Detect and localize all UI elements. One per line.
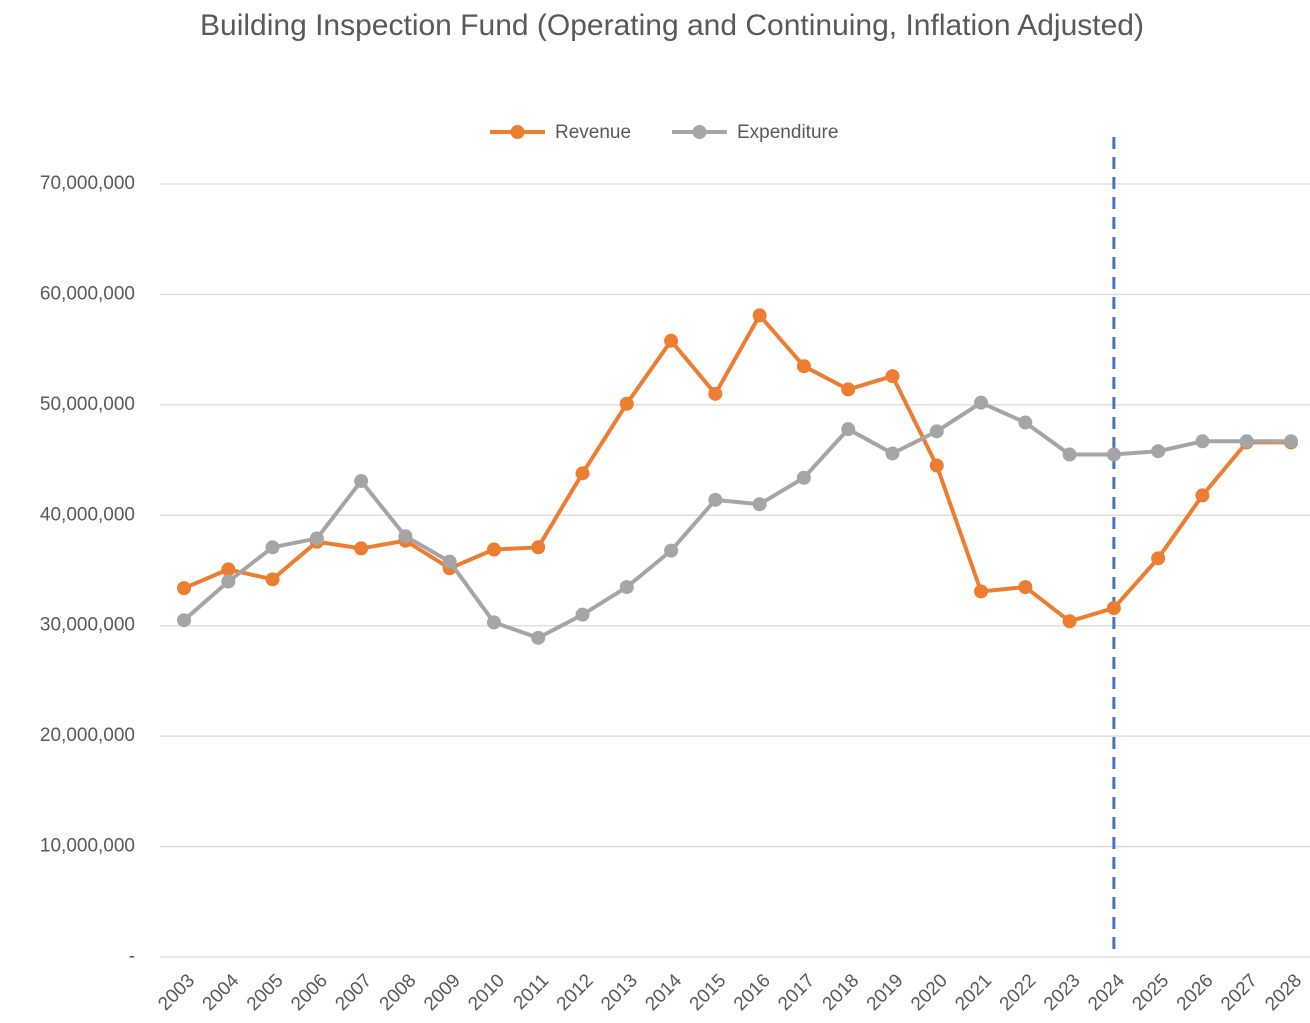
data-point	[708, 492, 723, 507]
data-point	[664, 543, 679, 558]
data-point	[221, 562, 236, 577]
data-point	[974, 584, 989, 599]
data-point	[974, 395, 989, 410]
y-tick-label: 50,000,000	[40, 394, 135, 415]
legend-item: Expenditure	[672, 122, 838, 143]
x-tick-label: 2016	[730, 970, 775, 1015]
x-tick-label: 2008	[376, 970, 421, 1015]
x-tick-label: 2028	[1261, 970, 1306, 1015]
legend-label: Expenditure	[737, 122, 838, 143]
x-tick-label: 2027	[1217, 970, 1262, 1015]
data-point	[796, 359, 811, 374]
data-point	[752, 497, 767, 512]
x-tick-label: 2010	[464, 970, 509, 1015]
data-point	[1195, 488, 1210, 503]
data-point	[1062, 447, 1077, 462]
x-tick-label: 2013	[597, 970, 642, 1015]
series-line	[182, 400, 1291, 640]
data-point	[929, 424, 944, 439]
legend-marker	[692, 125, 707, 139]
x-tick-label: 2007	[331, 970, 376, 1015]
data-point	[1106, 447, 1121, 462]
y-tick-label: 70,000,000	[40, 173, 135, 194]
data-point	[486, 542, 501, 557]
chart-title: Building Inspection Fund (Operating and …	[200, 9, 1144, 42]
y-tick-label: 20,000,000	[40, 725, 135, 746]
data-point	[752, 308, 767, 323]
y-tick-label: -	[129, 946, 135, 967]
data-point	[664, 333, 679, 348]
data-point	[1018, 415, 1033, 430]
data-point	[1284, 434, 1298, 449]
data-point	[1106, 601, 1121, 616]
data-point	[708, 386, 723, 401]
data-point	[265, 540, 280, 555]
x-tick-label: 2023	[1040, 970, 1085, 1015]
data-point	[841, 382, 856, 397]
x-tick-label: 2015	[686, 970, 731, 1015]
series-line	[183, 313, 1291, 624]
x-tick-label: 2006	[287, 970, 332, 1015]
x-tick-label: 2012	[553, 970, 598, 1015]
data-point	[575, 466, 590, 481]
data-point	[531, 630, 546, 645]
data-point	[1239, 434, 1254, 449]
data-point	[1018, 580, 1033, 595]
data-point	[398, 529, 413, 544]
x-tick-label: 2018	[819, 970, 864, 1015]
data-point	[309, 531, 324, 546]
legend-item: Revenue	[490, 122, 631, 143]
x-tick-label: 2011	[510, 970, 554, 1014]
x-tick-label: 2003	[154, 970, 199, 1015]
x-tick-label: 2005	[243, 970, 288, 1015]
data-point	[619, 396, 634, 411]
x-tick-label: 2017	[774, 970, 819, 1015]
data-point	[841, 422, 856, 437]
data-point	[531, 540, 546, 555]
x-tick-label: 2021	[951, 970, 996, 1015]
data-point	[929, 458, 944, 473]
x-tick-label: 2025	[1128, 970, 1173, 1015]
data-point	[1151, 551, 1166, 566]
data-point	[885, 369, 900, 384]
data-point	[442, 554, 457, 569]
x-tick-label: 2022	[996, 970, 1041, 1015]
y-tick-label: 60,000,000	[40, 283, 135, 304]
data-point	[1062, 614, 1077, 629]
y-tick-label: 30,000,000	[40, 615, 135, 636]
data-point	[177, 613, 191, 628]
x-tick-label: 2026	[1173, 970, 1218, 1015]
y-tick-label: 40,000,000	[40, 504, 135, 525]
x-tick-label: 2004	[199, 970, 244, 1015]
x-tick-label: 2009	[420, 970, 465, 1015]
x-tick-label: 2024	[1084, 970, 1129, 1015]
legend-marker	[510, 125, 525, 139]
data-point	[796, 470, 811, 485]
data-point	[486, 615, 501, 630]
data-point	[354, 541, 369, 556]
data-point	[177, 581, 191, 596]
data-point	[1151, 444, 1166, 459]
data-point	[265, 572, 280, 587]
x-tick-label: 2020	[907, 970, 952, 1015]
data-point	[575, 607, 590, 622]
data-point	[354, 474, 369, 489]
y-tick-label: 10,000,000	[40, 836, 135, 857]
x-tick-label: 2019	[863, 970, 908, 1015]
data-point	[221, 574, 236, 589]
x-tick-label: 2014	[641, 970, 686, 1015]
data-point	[619, 580, 634, 595]
legend-label: Revenue	[555, 122, 631, 143]
data-point	[885, 446, 900, 461]
data-point	[1195, 434, 1210, 449]
